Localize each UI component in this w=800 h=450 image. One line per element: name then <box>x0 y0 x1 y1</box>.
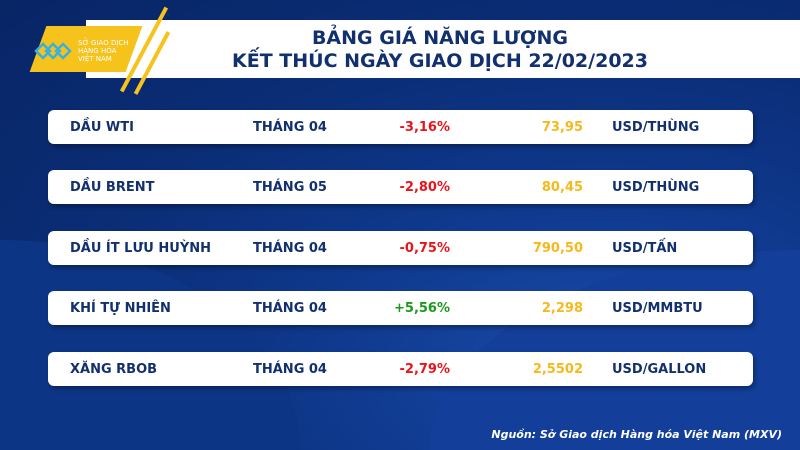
price-unit: USD/MMBTU <box>612 301 703 316</box>
commodity-name: DẦU BRENT <box>70 180 155 195</box>
change-percent: -3,16% <box>399 120 451 135</box>
table-row: DẦU ÍT LƯU HUỲNH THÁNG 04 -0,75% 790,50 USD/… <box>48 231 753 265</box>
price-value: 790,50 <box>532 241 583 256</box>
contract-month: THÁNG 04 <box>253 362 327 377</box>
price-value: 80,45 <box>541 180 583 195</box>
logo-text: SỞ GIAO DỊCH HÀNG HÓA VIỆT NAM <box>78 39 129 63</box>
source-note: Nguồn: Sở Giao dịch Hàng hóa Việt Nam (M… <box>491 428 782 441</box>
commodity-name: DẦU ÍT LƯU HUỲNH <box>70 241 212 256</box>
change-percent: +5,56% <box>394 301 450 316</box>
contract-month: THÁNG 05 <box>253 180 327 195</box>
change-percent: -0,75% <box>399 241 451 256</box>
table-row: DẦU WTI THÁNG 04 -3,16% 73,95 USD/THÙNG <box>48 110 753 144</box>
logo-text-line: HÀNG HÓA <box>78 47 117 55</box>
price-unit: USD/GALLON <box>612 362 707 377</box>
price-unit: USD/TẤN <box>612 241 678 256</box>
background-wave <box>430 250 800 450</box>
contract-month: THÁNG 04 <box>253 120 327 135</box>
commodity-name: XĂNG RBOB <box>70 362 158 377</box>
price-value: 2,298 <box>541 301 583 316</box>
contract-month: THÁNG 04 <box>253 241 327 256</box>
change-percent: -2,79% <box>399 362 451 377</box>
price-value: 73,95 <box>541 120 583 135</box>
page-title: BẢNG GIÁ NĂNG LƯỢNG <box>311 27 569 49</box>
table-row: XĂNG RBOB THÁNG 04 -2,79% 2,5502 USD/GALLON <box>48 352 753 386</box>
background-wave <box>0 240 300 450</box>
logo-mark-icon <box>34 42 72 60</box>
price-unit: USD/THÙNG <box>612 180 700 195</box>
change-percent: -2,80% <box>399 180 451 195</box>
contract-month: THÁNG 04 <box>253 301 327 316</box>
price-value: 2,5502 <box>532 362 583 377</box>
table-row: DẦU BRENT THÁNG 05 -2,80% 80,45 USD/THÙNG <box>48 170 753 204</box>
commodity-name: KHÍ TỰ NHIÊN <box>70 301 171 316</box>
page-subtitle: KẾT THÚC NGÀY GIAO DỊCH 22/02/2023 <box>232 50 648 72</box>
price-unit: USD/THÙNG <box>612 120 700 135</box>
header-banner <box>86 20 800 78</box>
table-row: KHÍ TỰ NHIÊN THÁNG 04 +5,56% 2,298 USD/MMBTU <box>48 291 753 325</box>
logo-text-line: SỞ GIAO DỊCH <box>78 39 129 47</box>
commodity-name: DẦU WTI <box>70 120 134 135</box>
logo-text-line: VIỆT NAM <box>78 55 112 63</box>
